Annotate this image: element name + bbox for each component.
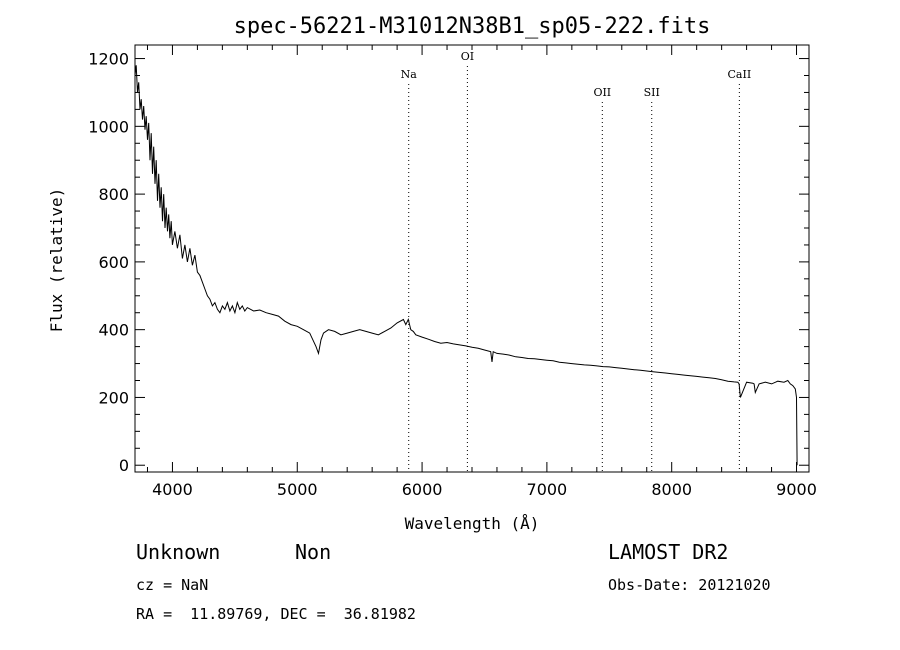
y-tick-label: 200 xyxy=(98,388,129,407)
survey-label: LAMOST DR2 xyxy=(608,540,729,564)
line-label-caii: CaII xyxy=(728,68,752,81)
line-label-oii: OII xyxy=(593,86,611,99)
x-tick-label: 5000 xyxy=(277,480,318,499)
plot-frame xyxy=(134,44,810,473)
axis-ticks: 4000 5000 6000 7000 8000 9000 0 200 400 600 800 100… xyxy=(88,45,817,499)
line-label-na: Na xyxy=(401,68,418,81)
y-axis-label: Flux (relative) xyxy=(47,188,66,333)
y-tick-label: 1200 xyxy=(88,50,129,69)
line-label-oi: OI xyxy=(461,50,474,63)
line-label-sii: SII xyxy=(644,86,660,99)
y-tick-label: 600 xyxy=(98,253,129,272)
class-label: Unknown xyxy=(136,540,221,564)
cz-label: cz = NaN xyxy=(136,576,209,594)
y-tick-label: 800 xyxy=(98,185,129,204)
x-tick-label: 8000 xyxy=(651,480,692,499)
emission-lines: Na OI OII SII CaII xyxy=(401,50,752,472)
y-tick-label: 400 xyxy=(98,321,129,340)
x-tick-label: 9000 xyxy=(776,480,817,499)
x-axis-label: Wavelength (Å) xyxy=(405,514,540,533)
obs-date-label: Obs-Date: 20121020 xyxy=(608,576,771,594)
coords-label: RA = 11.89769, DEC = 36.81982 xyxy=(136,605,416,623)
y-tick-label: 1000 xyxy=(88,117,129,136)
subclass-label: Non xyxy=(295,540,332,564)
y-tick-label: 0 xyxy=(119,456,129,475)
x-tick-label: 4000 xyxy=(152,480,193,499)
x-tick-label: 6000 xyxy=(402,480,443,499)
chart-title: spec-56221-M31012N38B1_sp05-222.fits xyxy=(234,14,711,39)
spectrum-line xyxy=(134,65,798,466)
x-tick-label: 7000 xyxy=(527,480,568,499)
